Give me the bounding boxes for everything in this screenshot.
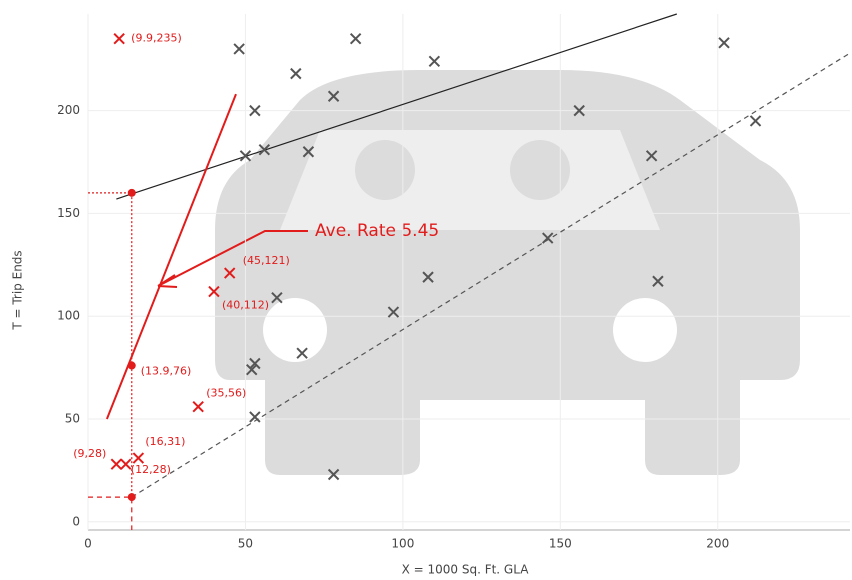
point-label: (35,56)	[206, 387, 246, 400]
fit-line	[88, 497, 132, 530]
point-label: (13.9,76)	[141, 365, 192, 378]
x-tick-label: 150	[549, 537, 572, 551]
data-point	[291, 69, 301, 79]
data-point	[133, 453, 143, 463]
data-point	[234, 44, 244, 54]
y-tick-label: 100	[57, 309, 80, 323]
point-label: (12,28)	[131, 463, 171, 476]
data-point	[751, 116, 761, 126]
x-axis-label: X = 1000 Sq. Ft. GLA	[402, 563, 530, 577]
y-axis-label: T = Trip Ends	[11, 250, 25, 330]
annotation: Ave. Rate 5.45	[315, 221, 439, 241]
x-tick-label: 50	[238, 537, 253, 551]
data-point	[114, 34, 124, 44]
y-tick-label: 200	[57, 103, 80, 117]
x-tick-label: 0	[84, 537, 92, 551]
point-label: (16,31)	[145, 435, 185, 448]
chart: Ave. Rate 5.45 X = 1000 Sq. Ft. GLA T = …	[0, 0, 852, 580]
data-point	[128, 493, 136, 501]
data-point	[351, 34, 361, 44]
point-label: (40,112)	[222, 299, 269, 312]
y-tick-label: 50	[65, 411, 80, 425]
x-tick-label: 100	[391, 537, 414, 551]
data-point	[128, 362, 136, 370]
data-point	[128, 189, 136, 197]
car-watermark	[215, 70, 800, 475]
data-point	[429, 56, 439, 66]
x-tick-label: 200	[706, 537, 729, 551]
data-point	[111, 459, 121, 469]
data-point	[121, 459, 131, 469]
point-label: (9,28)	[73, 447, 106, 460]
point-label: (9.9,235)	[131, 32, 182, 45]
y-tick-label: 150	[57, 206, 80, 220]
data-point	[193, 402, 203, 412]
y-tick-label: 0	[72, 514, 80, 528]
data-point	[719, 38, 729, 48]
point-label: (45,121)	[243, 254, 290, 267]
